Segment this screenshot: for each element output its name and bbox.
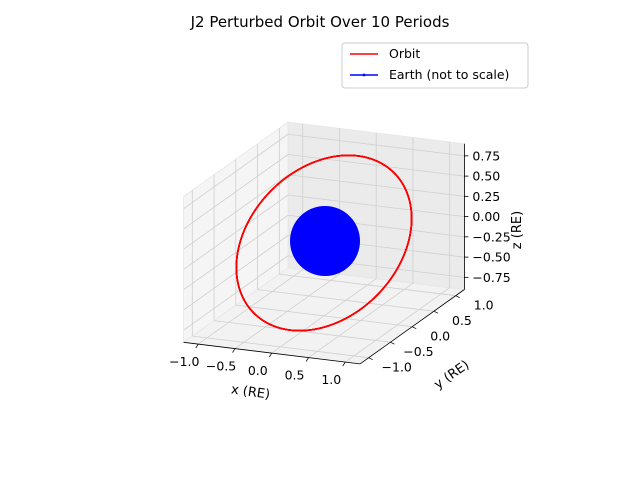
z-tick-label: −0.75	[472, 270, 510, 285]
x-axis-line	[183, 341, 361, 365]
grid-line-y	[279, 273, 456, 297]
x-tick-mark	[268, 352, 273, 358]
tick-marks: −1.0 −0.5 0.0 0.5 1.0−1.0−0.50.00.51.0−0.75−…	[169, 143, 511, 387]
legend-earth-label: Earth (not to scale)	[389, 67, 509, 82]
z-tick-label: −0.25	[472, 229, 510, 244]
legend: Orbit Earth (not to scale)	[341, 42, 529, 89]
y-tick-label: 1.0	[474, 298, 494, 313]
grid-line-y	[257, 289, 434, 312]
x-tick-label: 0.5	[285, 368, 305, 383]
orbit-path	[235, 154, 413, 332]
grid-line-z	[183, 133, 289, 209]
z-tick-label: 0.00	[472, 209, 500, 224]
z-axis-label: z (RE)	[510, 211, 525, 249]
z-tick-label: −0.50	[472, 250, 510, 265]
grid-line-z	[183, 214, 289, 290]
x-tick-label: 0.0	[248, 363, 268, 378]
y-tick-label: 0.5	[452, 313, 472, 328]
y-axis-label: y (RE)	[432, 358, 473, 393]
y-tick-mark	[368, 357, 373, 361]
z-tick-label: 0.75	[472, 148, 500, 163]
y-tick-mark	[455, 295, 460, 299]
grid-line-z	[287, 194, 465, 217]
grid-line-z	[183, 255, 289, 331]
grid-line-y	[192, 335, 369, 359]
z-tick-label: 0.50	[472, 169, 500, 184]
earth-marker	[290, 206, 360, 276]
legend-frame	[341, 42, 529, 89]
x-tick-label: 1.0	[321, 372, 341, 387]
y-tick-label: −1.0	[382, 360, 412, 375]
grid-line-z	[287, 133, 465, 157]
x-tick-label: −1.0	[169, 354, 199, 369]
x-tick-mark	[305, 357, 309, 362]
grid-line-z	[183, 194, 289, 270]
x-tick-mark	[342, 361, 346, 367]
grid-line-z	[183, 154, 289, 230]
legend-earth-marker	[362, 73, 366, 77]
y-tick-mark	[433, 310, 439, 314]
y-tick-mark	[412, 326, 417, 330]
x-tick-mark	[195, 343, 199, 349]
grid-line-y	[235, 304, 413, 328]
legend-orbit-label: Orbit	[389, 46, 420, 61]
x-tick-mark	[232, 348, 236, 353]
data-marks	[235, 154, 413, 332]
z-tick-label: 0.25	[472, 189, 500, 204]
y-tick-mark	[390, 341, 395, 345]
x-tick-label: −0.5	[206, 359, 236, 374]
grid-line-z	[183, 174, 289, 250]
y-tick-label: −0.5	[403, 344, 433, 359]
chart-title: J2 Perturbed Orbit Over 10 Periods	[190, 13, 450, 31]
grid-lines	[183, 123, 465, 363]
grid-line-z	[287, 174, 465, 197]
x-axis-label: x (RE)	[230, 382, 271, 402]
y-tick-label: 0.0	[430, 329, 450, 344]
grid-line-z	[287, 154, 465, 177]
grid-line-y	[214, 320, 391, 343]
